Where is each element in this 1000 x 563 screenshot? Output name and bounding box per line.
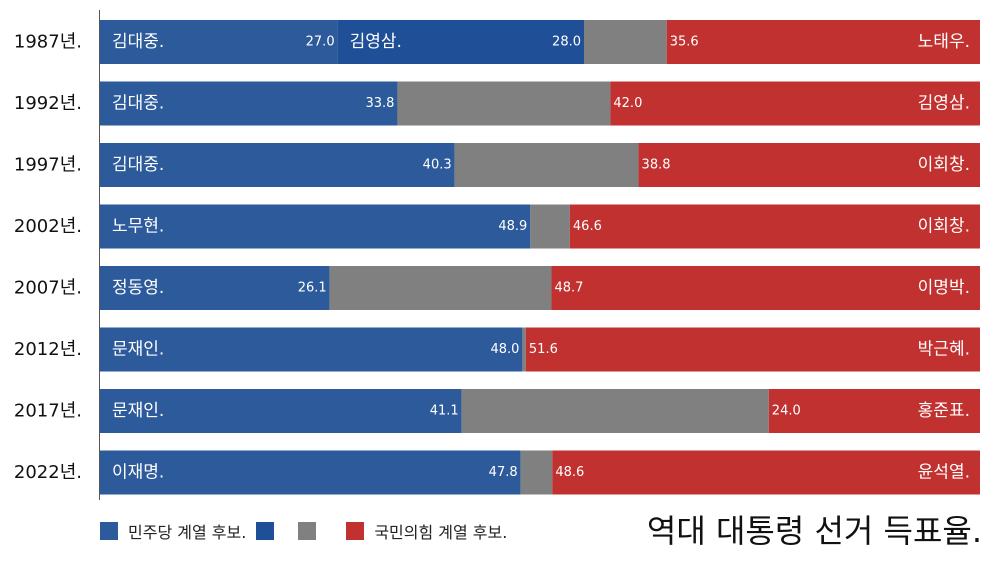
legend-swatch-other [298,522,317,540]
value-label: 40.3 [423,158,452,173]
value-label: 38.8 [642,158,671,173]
bar-segment-conservative [552,450,980,495]
year-label: 2007년. [14,278,82,299]
value-label: 24.0 [772,404,801,419]
bar-segment-conservative [525,327,980,372]
bar-segment-democratic [100,20,338,64]
year-label: 2002년. [14,216,82,237]
bar-segment-conservative [666,20,980,64]
year-label: 2017년. [14,401,82,422]
legend: 민주당 계열 후보. 국민의힘 계열 후보. [100,518,517,544]
candidate-label: 노태우. [918,32,970,52]
value-label: 33.8 [365,96,394,111]
value-label: 48.0 [490,342,519,357]
bar-segment-democratic [337,20,584,64]
value-label: 28.0 [552,35,581,50]
bar-segment-other [584,20,667,64]
value-label: 26.1 [298,281,327,296]
bar-segment-democratic [100,204,531,249]
value-label: 41.1 [430,404,459,419]
legend-swatch-conservative [346,522,365,540]
bar-segment-other [329,266,552,310]
bar-segment-other [454,143,639,187]
value-label: 51.6 [529,342,558,357]
value-label: 48.9 [498,219,527,234]
candidate-label: 홍준표. [918,401,970,421]
bar-segment-other [461,389,769,433]
bar-segment-democratic [100,266,330,310]
bar-segment-democratic [100,81,398,126]
chart-title: 역대 대통령 선거 득표율. [646,512,982,550]
bar-segment-democratic [100,450,521,495]
candidate-label: 김대중. [112,32,164,52]
legend-label-democratic: 민주당 계열 후보. [128,523,247,542]
bar-segment-conservative [610,81,980,126]
legend-swatch-democratic-second [256,522,275,540]
bar-segment-other [530,204,570,249]
year-label: 1992년. [14,93,82,114]
year-label: 1997년. [14,155,82,176]
legend-label-conservative: 국민의힘 계열 후보. [374,523,508,542]
candidate-label: 정동영. [112,278,164,298]
bar-segment-other [397,81,611,126]
value-label: 42.0 [613,96,642,111]
bar-segment-conservative [551,266,980,310]
candidate-label: 문재인. [112,401,164,421]
candidate-label: 김영삼. [350,32,402,52]
year-label: 2022년. [14,462,82,483]
value-label: 46.6 [573,219,602,234]
candidate-label: 박근혜. [918,340,970,360]
candidate-label: 윤석열. [918,463,970,483]
bar-segment-democratic [100,389,462,433]
bar-segment-conservative [638,143,980,187]
candidate-label: 김대중. [112,94,164,114]
candidate-label: 이회창. [918,155,970,175]
candidate-label: 이명박. [918,278,970,298]
candidate-label: 이회창. [918,217,970,237]
candidate-label: 이재명. [112,463,164,483]
value-label: 48.6 [555,465,584,480]
value-label: 27.0 [306,35,335,50]
value-label: 35.6 [670,35,699,50]
bar-segment-conservative [768,389,980,433]
bar-segment-other [522,327,526,372]
bar-segment-democratic [100,143,455,187]
year-label: 1987년. [14,32,82,53]
value-label: 48.7 [554,281,583,296]
candidate-label: 김대중. [112,155,164,175]
bar-segment-conservative [569,204,980,249]
bar-segment-other [520,450,553,495]
bar-segment-democratic [100,327,523,372]
legend-swatch-democratic [100,522,118,540]
candidate-label: 김영삼. [918,94,970,114]
candidate-label: 문재인. [112,340,164,360]
year-label: 2012년. [14,339,82,360]
value-label: 47.8 [489,465,518,480]
candidate-label: 노무현. [112,217,164,237]
